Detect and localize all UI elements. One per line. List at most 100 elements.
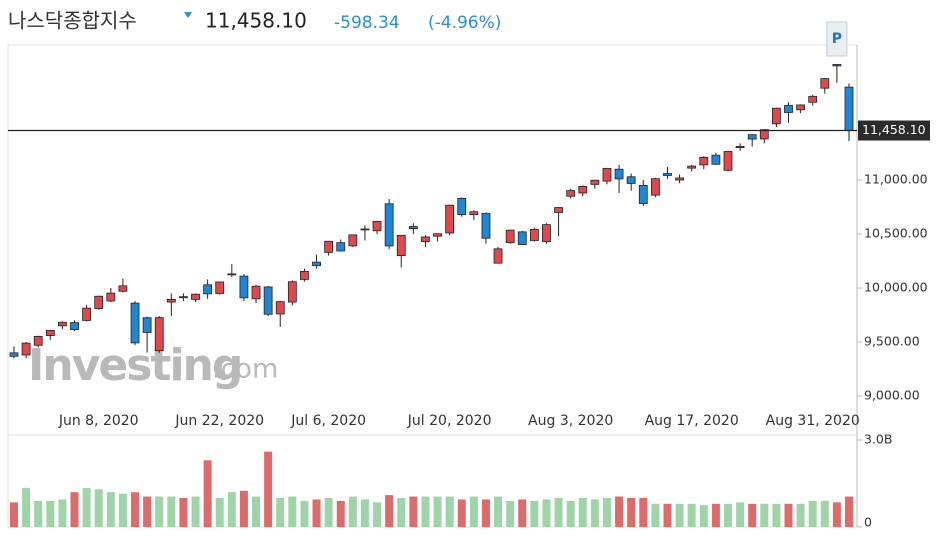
candle-body bbox=[142, 317, 152, 333]
price: 11,458.10 bbox=[205, 9, 307, 33]
volume-bar bbox=[832, 502, 841, 527]
chart-title: 나스닥종합지수 bbox=[8, 9, 137, 33]
candle-body bbox=[505, 229, 515, 244]
candle-body bbox=[154, 317, 164, 352]
candle-body bbox=[227, 273, 237, 276]
volume-bar bbox=[106, 492, 115, 527]
volume-bar bbox=[808, 500, 817, 527]
candle-body bbox=[554, 207, 563, 213]
candle-body bbox=[687, 165, 697, 169]
volume-bar bbox=[373, 502, 382, 527]
candle-body bbox=[820, 78, 830, 89]
candle-body bbox=[638, 185, 648, 204]
candle-body bbox=[33, 336, 43, 346]
volume-bar bbox=[457, 499, 466, 527]
volume-bar bbox=[143, 496, 152, 527]
volume-bar bbox=[10, 502, 18, 527]
candle-body bbox=[663, 173, 672, 176]
candle-body bbox=[747, 134, 757, 140]
volume-bar bbox=[397, 498, 406, 527]
marker-label: P bbox=[832, 31, 842, 47]
x-tick-label: Jun 8, 2020 bbox=[58, 413, 139, 429]
candle-body bbox=[408, 226, 418, 230]
candle-body bbox=[808, 95, 818, 103]
candle-body bbox=[590, 179, 600, 185]
volume-bar bbox=[82, 487, 91, 527]
candle-body bbox=[106, 292, 116, 302]
volume-bar bbox=[300, 500, 309, 527]
x-tick-label: Aug 31, 2020 bbox=[766, 413, 860, 429]
candle-body bbox=[312, 261, 321, 267]
candle-body bbox=[324, 240, 334, 253]
volume-bar bbox=[155, 496, 164, 527]
volume-bar bbox=[360, 499, 369, 527]
candle-body bbox=[287, 281, 297, 303]
volume-bar bbox=[494, 496, 503, 527]
candle-body bbox=[239, 275, 249, 299]
x-tick-label: Jul 20, 2020 bbox=[407, 413, 492, 429]
y-tick-label: 10,500.00 bbox=[864, 226, 928, 241]
candle-body bbox=[626, 176, 636, 184]
plot-frame bbox=[7, 44, 858, 528]
candle-body bbox=[179, 296, 188, 299]
volume-bar bbox=[191, 496, 200, 527]
volume-bar bbox=[94, 489, 103, 527]
candle-body bbox=[251, 285, 261, 300]
volume-bar bbox=[699, 505, 708, 527]
candle-body bbox=[203, 284, 213, 295]
x-tick-label: Jul 6, 2020 bbox=[290, 413, 366, 429]
candle-body bbox=[384, 203, 394, 247]
volume-bar bbox=[675, 503, 684, 527]
volume-bar bbox=[845, 496, 853, 527]
candle-body bbox=[94, 295, 104, 309]
volume-bar bbox=[276, 498, 285, 527]
watermark-suffix: .com bbox=[212, 354, 278, 385]
volume-bar bbox=[469, 496, 478, 527]
candle-body bbox=[844, 86, 854, 131]
candle-body bbox=[796, 104, 805, 111]
volume-bar bbox=[203, 460, 212, 527]
candle-body bbox=[130, 302, 140, 344]
volume-tick-label: 0 bbox=[864, 515, 872, 530]
volume-bar bbox=[409, 496, 418, 527]
candle-body bbox=[759, 129, 769, 140]
volume-bar bbox=[602, 498, 611, 527]
candle-body bbox=[771, 107, 781, 125]
volume-bar bbox=[687, 503, 696, 527]
volume-bar bbox=[736, 502, 745, 527]
candle-body bbox=[832, 64, 842, 67]
change-pct: (-4.96%) bbox=[428, 13, 501, 33]
candle-body bbox=[433, 233, 442, 237]
candle-body bbox=[82, 307, 92, 321]
candle-body bbox=[275, 301, 285, 315]
candle-body bbox=[517, 231, 527, 246]
last-price-box bbox=[858, 120, 930, 141]
candle-body bbox=[166, 298, 176, 303]
volume-bar bbox=[772, 503, 781, 527]
candle-body bbox=[481, 213, 491, 239]
candle-body bbox=[372, 220, 382, 232]
y-tick-label: 9,500.00 bbox=[864, 334, 920, 349]
volume-bar bbox=[227, 492, 236, 527]
candle-body bbox=[602, 167, 612, 182]
change: -598.34 bbox=[334, 13, 400, 33]
volume-bar bbox=[131, 492, 140, 527]
candle-body bbox=[45, 329, 55, 336]
candle-body bbox=[529, 229, 539, 241]
volume-bar bbox=[312, 499, 321, 527]
volume-bar bbox=[518, 499, 527, 527]
volume-bar bbox=[506, 500, 515, 527]
volume-bar bbox=[711, 503, 720, 527]
volume-bar bbox=[578, 498, 587, 527]
volume-bar bbox=[348, 496, 357, 527]
volume-bar bbox=[566, 500, 575, 527]
volume-bar bbox=[481, 499, 490, 527]
y-tick-label: 9,000.00 bbox=[864, 388, 920, 403]
y-tick-label: 10,000.00 bbox=[864, 280, 928, 295]
candle-body bbox=[336, 242, 346, 252]
x-tick-label: Jun 22, 2020 bbox=[174, 413, 264, 429]
volume-bar bbox=[34, 500, 43, 527]
candle-body bbox=[723, 151, 733, 171]
volume-bar bbox=[167, 496, 176, 527]
